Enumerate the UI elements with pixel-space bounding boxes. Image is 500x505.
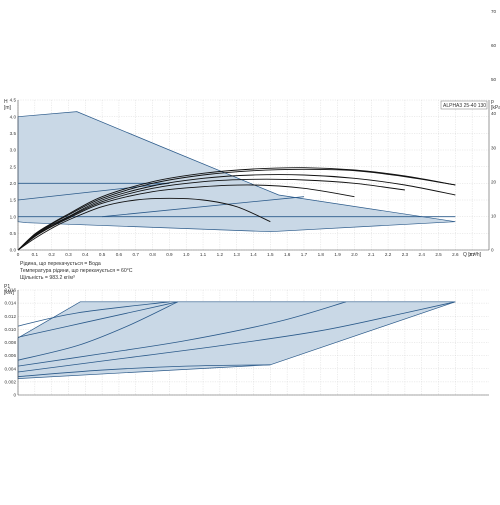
top-x-tick-label: 2.5 bbox=[435, 252, 442, 257]
top-x-tick-label: 0.7 bbox=[133, 252, 140, 257]
bottom-y-tick-label: 0 bbox=[13, 393, 16, 398]
top-y-tick-label: 2.0 bbox=[10, 181, 17, 186]
top-ylabel-left-2: [m] bbox=[4, 105, 12, 111]
top-chart-curves bbox=[17, 167, 456, 251]
note-liquid: Рідина, що перекачується = Вода bbox=[20, 261, 101, 267]
top-y-right-tick-label: 40 bbox=[491, 111, 497, 116]
top-x-tick-label: 2.6 bbox=[452, 252, 459, 257]
power-curve bbox=[17, 301, 170, 327]
top-envelope-area bbox=[17, 111, 456, 233]
bottom-y-tick-label: 0.004 bbox=[5, 366, 17, 371]
control-line bbox=[102, 196, 305, 218]
bottom-y-tick-label: 0.012 bbox=[5, 314, 17, 319]
top-x-tick-label: 0.3 bbox=[65, 252, 72, 257]
fluid-notes: Рідина, що перекачується = Вода Температ… bbox=[20, 261, 133, 281]
pump-curve bbox=[17, 178, 405, 251]
top-y-tick-label: 1.5 bbox=[10, 198, 17, 203]
top-x-tick-label: 1.0 bbox=[183, 252, 190, 257]
top-y-tick-label: 4.0 bbox=[10, 114, 17, 119]
top-chart-ticks: 0 0.1 0.2 0.3 0.4 0.5 0.6 0.7 0.8 0.9 1.0 1.1 1.2 1.3… bbox=[10, 9, 497, 257]
top-y-tick-label: 0.5 bbox=[10, 231, 17, 236]
top-x-tick-label: 1.6 bbox=[284, 252, 291, 257]
note-temperature: Температура рідини, що перекачується = 6… bbox=[20, 268, 133, 274]
bottom-y-tick-label: 0.002 bbox=[5, 379, 17, 384]
top-y-right-tick-label: 10 bbox=[491, 214, 497, 219]
top-x-tick-label: 2.1 bbox=[368, 252, 375, 257]
top-x-tick-label: 0.8 bbox=[149, 252, 156, 257]
top-x-tick-label: 0.6 bbox=[116, 252, 123, 257]
top-x-tick-label: 0.4 bbox=[82, 252, 89, 257]
top-x-tick-label: 2.7 bbox=[469, 252, 476, 257]
top-x-tick-label: 1.8 bbox=[318, 252, 325, 257]
bottom-chart-curves bbox=[17, 301, 456, 378]
bottom-y-tick-label: 0.006 bbox=[5, 353, 17, 358]
chart-title: ALPHA3 25-40 130 bbox=[443, 103, 486, 109]
top-ylabel-right-1: p bbox=[491, 99, 494, 105]
bottom-chart-ticks: 0 0.002 0.004 0.006 0.008 0.010 0.012 0.014 0.01… bbox=[5, 288, 17, 398]
bottom-ylabel-1: P1 bbox=[4, 284, 10, 290]
top-y-tick-label: 2.5 bbox=[10, 164, 17, 169]
top-x-tick-label: 0.1 bbox=[32, 252, 39, 257]
bottom-y-tick-label: 0.014 bbox=[5, 301, 17, 306]
top-x-tick-label: 1.5 bbox=[267, 252, 274, 257]
top-y-right-tick-label: 20 bbox=[491, 179, 497, 184]
top-y-tick-label: 3.5 bbox=[10, 131, 17, 136]
top-x-tick-label: 0.9 bbox=[166, 252, 173, 257]
bottom-y-tick-label: 0.010 bbox=[5, 327, 17, 332]
top-y-right-tick-label: 30 bbox=[491, 145, 497, 150]
top-y-tick-label: 1.0 bbox=[10, 214, 17, 219]
top-ylabel-left-1: H bbox=[4, 99, 8, 105]
note-density: Щільність = 983.2 кг/м³ bbox=[20, 275, 75, 281]
power-curve bbox=[17, 301, 178, 361]
top-x-tick-label: 1.1 bbox=[200, 252, 207, 257]
top-y-tick-label: 4.5 bbox=[10, 98, 17, 103]
pump-curve bbox=[17, 168, 456, 251]
top-y-tick-label: 0.0 bbox=[10, 248, 17, 253]
top-ylabel-right-2: [kPa] bbox=[491, 105, 500, 111]
bottom-ylabel-2: [kW] bbox=[4, 290, 15, 296]
pump-curve bbox=[17, 184, 355, 251]
power-curve bbox=[17, 301, 178, 338]
top-y-right-tick-label: 0 bbox=[491, 248, 494, 253]
top-y-right-tick-label: 50 bbox=[491, 77, 497, 82]
top-x-tick-label: 2.4 bbox=[419, 252, 426, 257]
top-y-right-tick-label: 70 bbox=[491, 9, 497, 14]
top-x-tick-label: 0.2 bbox=[48, 252, 55, 257]
top-x-tick-label: 2.3 bbox=[402, 252, 409, 257]
bottom-y-tick-label: 0.016 bbox=[5, 288, 17, 293]
pump-curve bbox=[17, 197, 271, 251]
bottom-y-tick-label: 0.008 bbox=[5, 340, 17, 345]
control-line bbox=[17, 182, 170, 201]
top-x-tick-label: 2.2 bbox=[385, 252, 392, 257]
top-xlabel: Q [m³/h] bbox=[463, 252, 482, 258]
top-y-tick-label: 3.0 bbox=[10, 148, 17, 153]
pump-curve bbox=[17, 167, 456, 251]
top-x-tick-label: 1.7 bbox=[301, 252, 308, 257]
top-x-tick-label: 1.4 bbox=[250, 252, 257, 257]
top-chart-envelope bbox=[17, 111, 456, 233]
top-x-tick-label: 0 bbox=[17, 252, 20, 257]
pump-curve bbox=[17, 174, 456, 251]
top-y-right-tick-label: 60 bbox=[491, 43, 497, 48]
power-curve bbox=[17, 364, 271, 378]
top-x-tick-label: 0.5 bbox=[99, 252, 106, 257]
chart-title-box: ALPHA3 25-40 130 bbox=[440, 100, 488, 110]
top-x-tick-label: 1.2 bbox=[217, 252, 224, 257]
power-curve bbox=[17, 301, 456, 373]
top-x-tick-label: 2.0 bbox=[351, 252, 358, 257]
top-x-tick-label: 1.9 bbox=[334, 252, 341, 257]
power-curve bbox=[17, 301, 347, 367]
top-x-tick-label: 1.3 bbox=[233, 252, 240, 257]
